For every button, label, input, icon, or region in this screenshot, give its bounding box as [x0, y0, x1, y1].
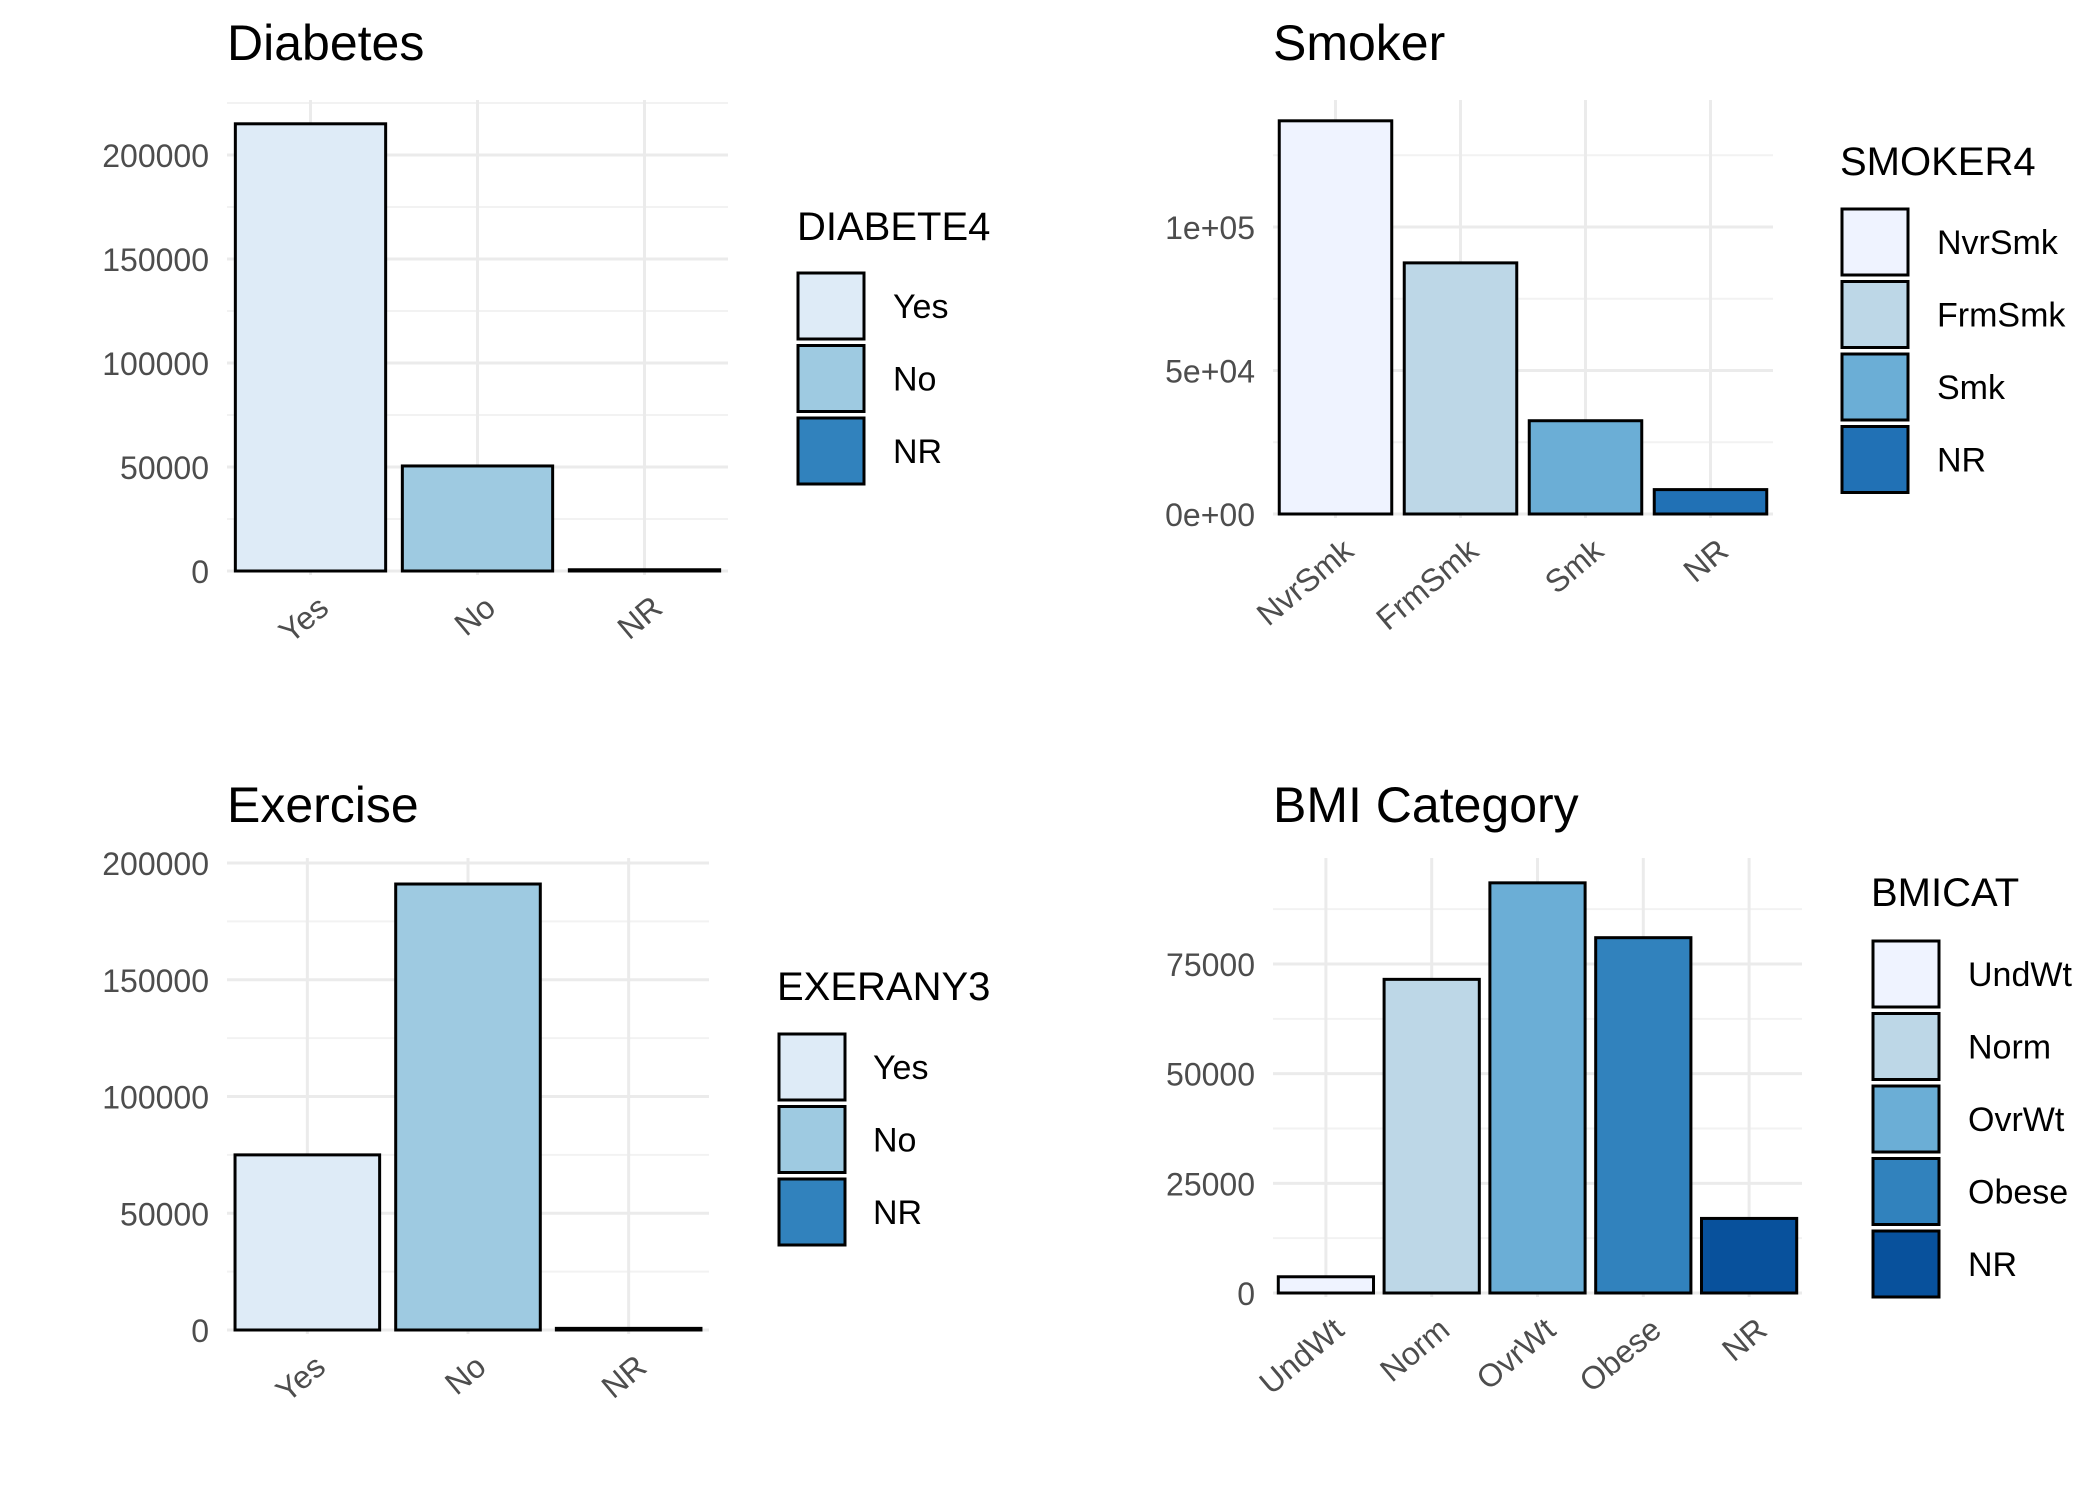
legend-label: NR	[1937, 442, 1986, 480]
x-tick-label: NR	[610, 589, 669, 646]
legend-title: BMICAT	[1871, 871, 2019, 915]
legend-swatch-no	[796, 344, 866, 413]
legend-title: EXERANY3	[777, 965, 990, 1009]
y-tick-label: 100000	[102, 346, 209, 382]
y-tick-label: 0	[191, 554, 209, 590]
x-tick-label: OvrWt	[1469, 1311, 1562, 1397]
x-tick-label: Obese	[1572, 1311, 1667, 1399]
x-tick-label: No	[448, 589, 502, 643]
bar-yes	[233, 122, 388, 573]
x-tick-label: UndWt	[1252, 1311, 1350, 1402]
legend-swatch-frmsmk	[1840, 280, 1910, 349]
bar-obese	[1594, 936, 1693, 1295]
y-tick-label: 75000	[1166, 947, 1255, 983]
x-tick-label: Yes	[272, 589, 335, 650]
y-tick-label: 50000	[1166, 1057, 1255, 1093]
x-tick-label: Smk	[1538, 531, 1611, 600]
legend-label: NR	[1968, 1246, 2017, 1284]
legend-label: OvrWt	[1968, 1101, 2065, 1139]
chart-panel-diabetes: 0 50000 100000 150000 200000 Yes No NR Diabetes D…	[102, 15, 990, 650]
legend: EXERANY3 Yes No NR	[777, 965, 990, 1247]
bar-undwt	[1276, 1275, 1376, 1295]
bar-smk	[1527, 419, 1644, 516]
legend-swatch-norm	[1871, 1012, 1941, 1081]
bar-ovrwt	[1488, 881, 1587, 1295]
legend-label: Smk	[1937, 369, 2006, 407]
bar-frmsmk	[1402, 261, 1519, 516]
y-tick-label: 1e+05	[1165, 210, 1255, 246]
legend-swatch-yes	[777, 1032, 847, 1102]
x-tick-label: FrmSmk	[1369, 531, 1485, 637]
y-tick-label: 50000	[120, 450, 209, 486]
bar-norm	[1382, 977, 1481, 1295]
bar-no	[400, 464, 555, 573]
y-tick-label: 200000	[102, 138, 209, 174]
y-tick-label: 200000	[102, 846, 209, 882]
y-tick-label: 0	[1237, 1276, 1255, 1312]
bar-nr	[1652, 488, 1769, 516]
bar-nr	[1699, 1216, 1799, 1295]
legend-swatch-ovrwt	[1871, 1084, 1941, 1154]
y-tick-label: 50000	[120, 1196, 209, 1232]
y-tick-label: 25000	[1166, 1166, 1255, 1202]
chart-title: BMI Category	[1273, 777, 1579, 833]
y-tick-label: 0e+00	[1165, 497, 1255, 533]
y-tick-label: 0	[191, 1313, 209, 1349]
x-tick-label: No	[438, 1348, 492, 1402]
x-tick-label: Norm	[1373, 1311, 1456, 1389]
bar-nr	[567, 568, 722, 573]
legend-swatch-no	[777, 1105, 847, 1174]
legend-title: DIABETE4	[797, 205, 990, 249]
legend-swatch-obese	[1871, 1157, 1941, 1226]
legend-swatch-undwt	[1871, 939, 1941, 1009]
legend-label: NR	[873, 1194, 922, 1232]
x-tick-label: NR	[1715, 1311, 1774, 1368]
legend-label: No	[893, 361, 936, 399]
legend-swatch-nr	[1871, 1229, 1941, 1299]
legend-label: Yes	[873, 1049, 928, 1087]
legend: BMICAT UndWt Norm OvrWt Obese NR	[1871, 871, 2072, 1299]
x-tick-label: NR	[1676, 532, 1735, 589]
y-tick-label: 150000	[102, 242, 209, 278]
legend-title: SMOKER4	[1840, 140, 2036, 184]
chart-title: Exercise	[227, 777, 419, 833]
x-tick-label: NvrSmk	[1250, 531, 1361, 632]
legend-swatch-nr	[1840, 425, 1910, 494]
legend-swatch-smk	[1840, 352, 1910, 422]
legend-swatch-nr	[796, 416, 866, 486]
bar-yes	[233, 1153, 382, 1332]
bar-nr	[554, 1326, 703, 1332]
legend-swatch-yes	[796, 271, 866, 341]
y-tick-label: 150000	[102, 963, 209, 999]
legend: DIABETE4 Yes No NR	[796, 205, 990, 486]
legend-swatch-nr	[777, 1177, 847, 1247]
legend-label: NvrSmk	[1937, 224, 2059, 262]
x-tick-label: Yes	[269, 1348, 332, 1409]
x-tick-label: NR	[595, 1348, 654, 1405]
legend: SMOKER4 NvrSmk FrmSmk Smk NR	[1840, 140, 2066, 494]
legend-label: No	[873, 1122, 916, 1160]
chart-title: Diabetes	[227, 15, 424, 71]
legend-label: Obese	[1968, 1174, 2068, 1212]
legend-label: UndWt	[1968, 956, 2072, 994]
legend-label: FrmSmk	[1937, 297, 2066, 335]
legend-label: NR	[893, 433, 942, 471]
bar-nvrsmk	[1277, 119, 1394, 516]
legend-swatch-nvrsmk	[1840, 207, 1910, 277]
legend-label: Norm	[1968, 1029, 2051, 1067]
y-tick-label: 5e+04	[1165, 354, 1255, 390]
bar-no	[394, 882, 542, 1332]
legend-label: Yes	[893, 288, 948, 326]
chart-panel-exercise: 0 50000 100000 150000 200000 Yes No NR Exercise E…	[102, 777, 990, 1409]
chart-title: Smoker	[1273, 15, 1445, 71]
y-tick-label: 100000	[102, 1080, 209, 1116]
